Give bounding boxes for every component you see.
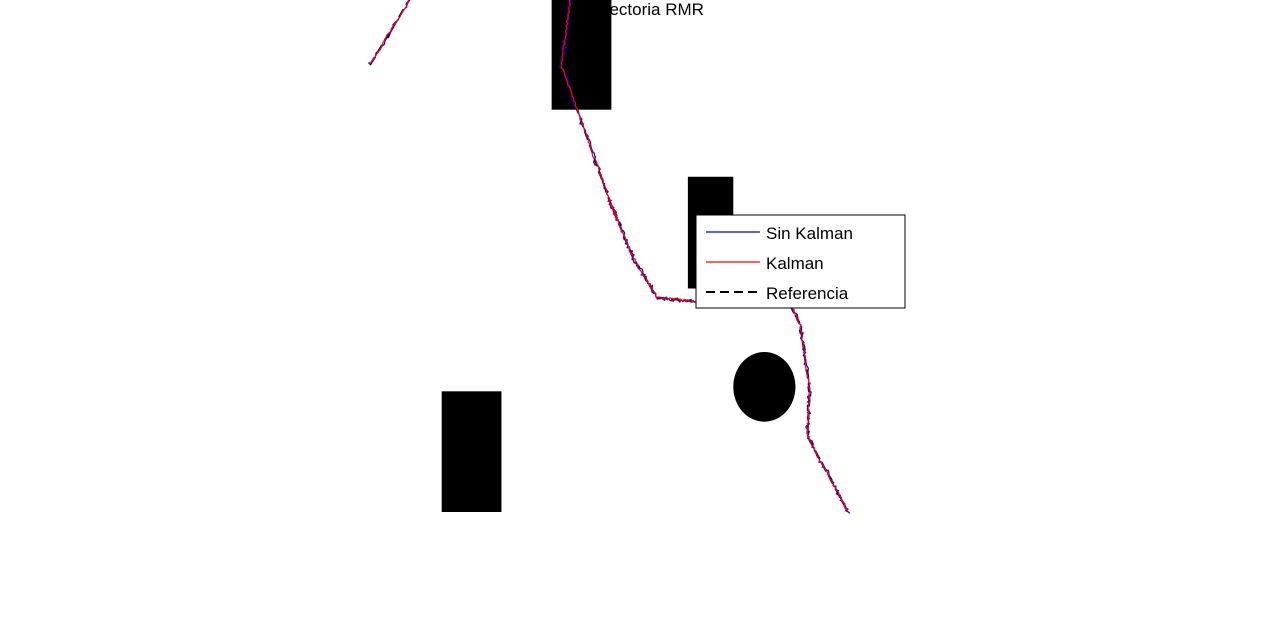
legend-label: Referencia (766, 284, 849, 303)
series-line-kalman (369, 0, 849, 512)
legend-label: Kalman (766, 254, 824, 273)
obstacle-square-4 (441, 391, 502, 512)
obstacles-layer (441, 0, 796, 512)
obstacle-square-2 (551, 0, 612, 110)
legend: Sin Kalman Kalman Referencia (695, 214, 906, 309)
trajectory-lines (367, 0, 851, 514)
obstacle-circle (733, 351, 796, 422)
legend-label: Sin Kalman (766, 224, 853, 243)
